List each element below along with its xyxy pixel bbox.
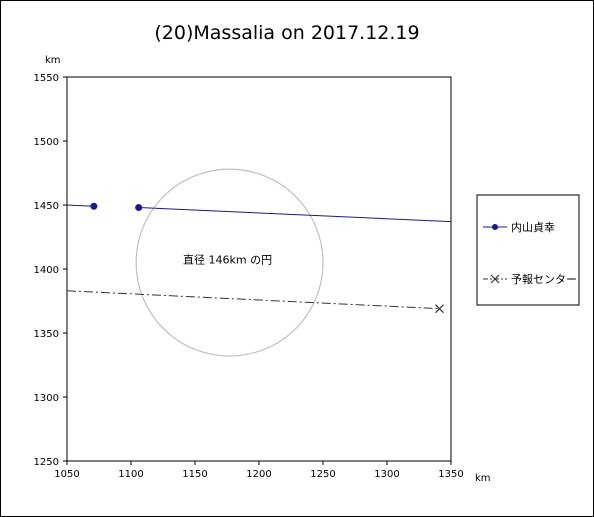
x-tick-label: 1100 xyxy=(118,469,143,480)
legend-label-2: 予報センター xyxy=(511,273,577,286)
x-tick-label: 1350 xyxy=(438,469,463,480)
legend-marker-1 xyxy=(492,224,498,230)
y-tick-label: 1550 xyxy=(34,73,59,84)
plot-content: 直径 146km の円 xyxy=(67,168,451,357)
x-tick-label: 1200 xyxy=(246,469,271,480)
legend-box xyxy=(476,194,580,306)
series-1-line xyxy=(138,207,451,223)
series-1-point xyxy=(135,204,143,212)
series-2-point xyxy=(435,304,444,314)
series-1-point xyxy=(90,202,98,210)
y-axis-unit: km xyxy=(45,55,61,66)
y-tick-label: 1400 xyxy=(34,265,59,276)
series-1-line xyxy=(67,204,94,207)
y-tick-label: 1350 xyxy=(34,329,59,340)
chart-title: (20)Massalia on 2017.12.19 xyxy=(154,22,419,44)
x-tick-label: 1150 xyxy=(182,469,207,480)
reference-circle xyxy=(135,168,324,357)
plot-area: 1050 1100 1150 1200 1250 1300 1350 1550 1500 1450… xyxy=(34,73,464,480)
plot-border xyxy=(66,76,452,462)
legend-marker-2 xyxy=(490,274,500,284)
x-tick-label: 1050 xyxy=(54,469,79,480)
x-axis-unit: km xyxy=(475,473,491,484)
y-tick-label: 1300 xyxy=(34,393,59,404)
x-tick-label: 1300 xyxy=(374,469,399,480)
y-tick-label: 1250 xyxy=(34,457,59,468)
circle-annotation: 直径 146km の円 xyxy=(183,253,272,267)
series-2-line xyxy=(67,290,440,310)
legend-label-1: 内山貞幸 xyxy=(511,220,555,234)
x-tick-label: 1250 xyxy=(310,469,335,480)
y-tick-label: 1450 xyxy=(34,201,59,212)
y-tick-label: 1500 xyxy=(34,137,59,148)
